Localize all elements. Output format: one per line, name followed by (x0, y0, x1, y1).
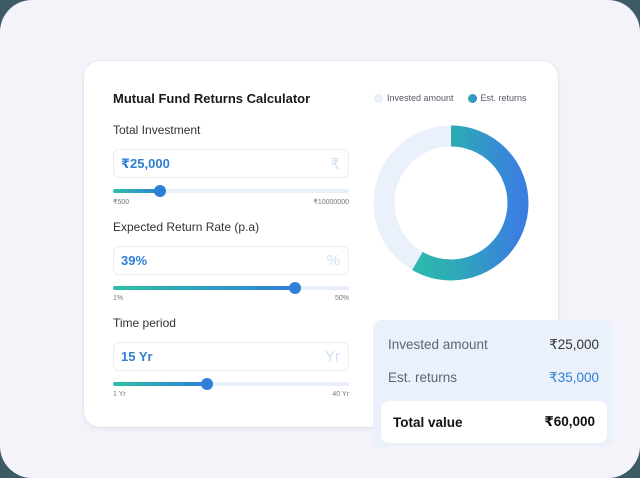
legend-returns: Est. returns (467, 93, 527, 103)
time-period-input[interactable]: 15 Yr Yr (113, 342, 349, 371)
year-unit-icon: Yr (325, 348, 340, 365)
slider-max-label: ₹10000000 (313, 199, 349, 206)
percent-icon: % (326, 252, 340, 269)
total-value-amount: ₹60,000 (544, 414, 595, 429)
slider-thumb[interactable] (154, 185, 167, 197)
legend-invested: Invested amount (374, 93, 454, 103)
slider-track (113, 382, 349, 386)
total-investment-value: ₹25,000 (121, 155, 170, 171)
slider-min-label: ₹500 (113, 199, 130, 206)
slider-max-label: 50% (334, 295, 349, 302)
time-period-slider[interactable] (113, 378, 349, 390)
time-period-label: Time period (113, 316, 176, 330)
slider-fill (113, 286, 295, 290)
return-rate-slider[interactable] (113, 282, 349, 294)
slider-track (113, 189, 349, 193)
return-rate-field: Expected Return Rate (p.a) 39% % 1% 50% (113, 220, 349, 302)
results-summary: Invested amount ₹25,000 Est. returns ₹35… (373, 320, 613, 447)
slider-max-label: 40 Yr (332, 391, 349, 398)
total-value-row: Total value ₹60,000 (381, 401, 607, 443)
est-returns-row: Est. returns ₹35,000 (388, 370, 599, 386)
calculator-card: Mutual Fund Returns Calculator Invested … (84, 61, 558, 427)
return-rate-label: Expected Return Rate (p.a) (113, 220, 260, 234)
slider-range: 1 Yr 40 Yr (113, 391, 349, 398)
slider-range: 1% 50% (113, 295, 349, 302)
total-investment-slider[interactable] (113, 185, 349, 197)
est-returns-label: Est. returns (388, 370, 458, 385)
slider-fill (113, 189, 161, 193)
legend-invested-label: Invested amount (387, 93, 454, 103)
time-period-value: 15 Yr (121, 349, 153, 364)
invested-amount-label: Invested amount (388, 337, 488, 352)
est-returns-value: ₹35,000 (549, 370, 599, 385)
total-investment-field: Total Investment ₹25,000 ₹ ₹500 ₹1000000… (113, 123, 349, 206)
slider-min-label: 1% (113, 295, 124, 302)
slider-thumb[interactable] (288, 282, 301, 294)
invested-dot-icon (374, 93, 383, 103)
total-investment-label: Total Investment (113, 123, 201, 137)
calculator-title: Mutual Fund Returns Calculator (113, 91, 311, 106)
chart-legend: Invested amount Est. returns (374, 93, 527, 103)
slider-range: ₹500 ₹10000000 (113, 198, 349, 206)
slider-fill (113, 382, 208, 386)
return-rate-value: 39% (121, 253, 148, 268)
invested-amount-row: Invested amount ₹25,000 (388, 337, 599, 353)
returns-donut-chart (373, 125, 529, 281)
invested-amount-value: ₹25,000 (549, 337, 599, 352)
slider-thumb[interactable] (201, 378, 214, 390)
return-rate-input[interactable]: 39% % (113, 246, 349, 275)
time-period-field: Time period 15 Yr Yr 1 Yr 40 Yr (113, 316, 349, 398)
returns-dot-icon (467, 93, 477, 103)
slider-min-label: 1 Yr (113, 391, 126, 398)
total-value-label: Total value (393, 414, 463, 430)
rupee-icon: ₹ (330, 155, 340, 173)
total-investment-input[interactable]: ₹25,000 ₹ (113, 149, 349, 178)
legend-returns-label: Est. returns (480, 93, 527, 103)
returns-segment (373, 125, 529, 281)
